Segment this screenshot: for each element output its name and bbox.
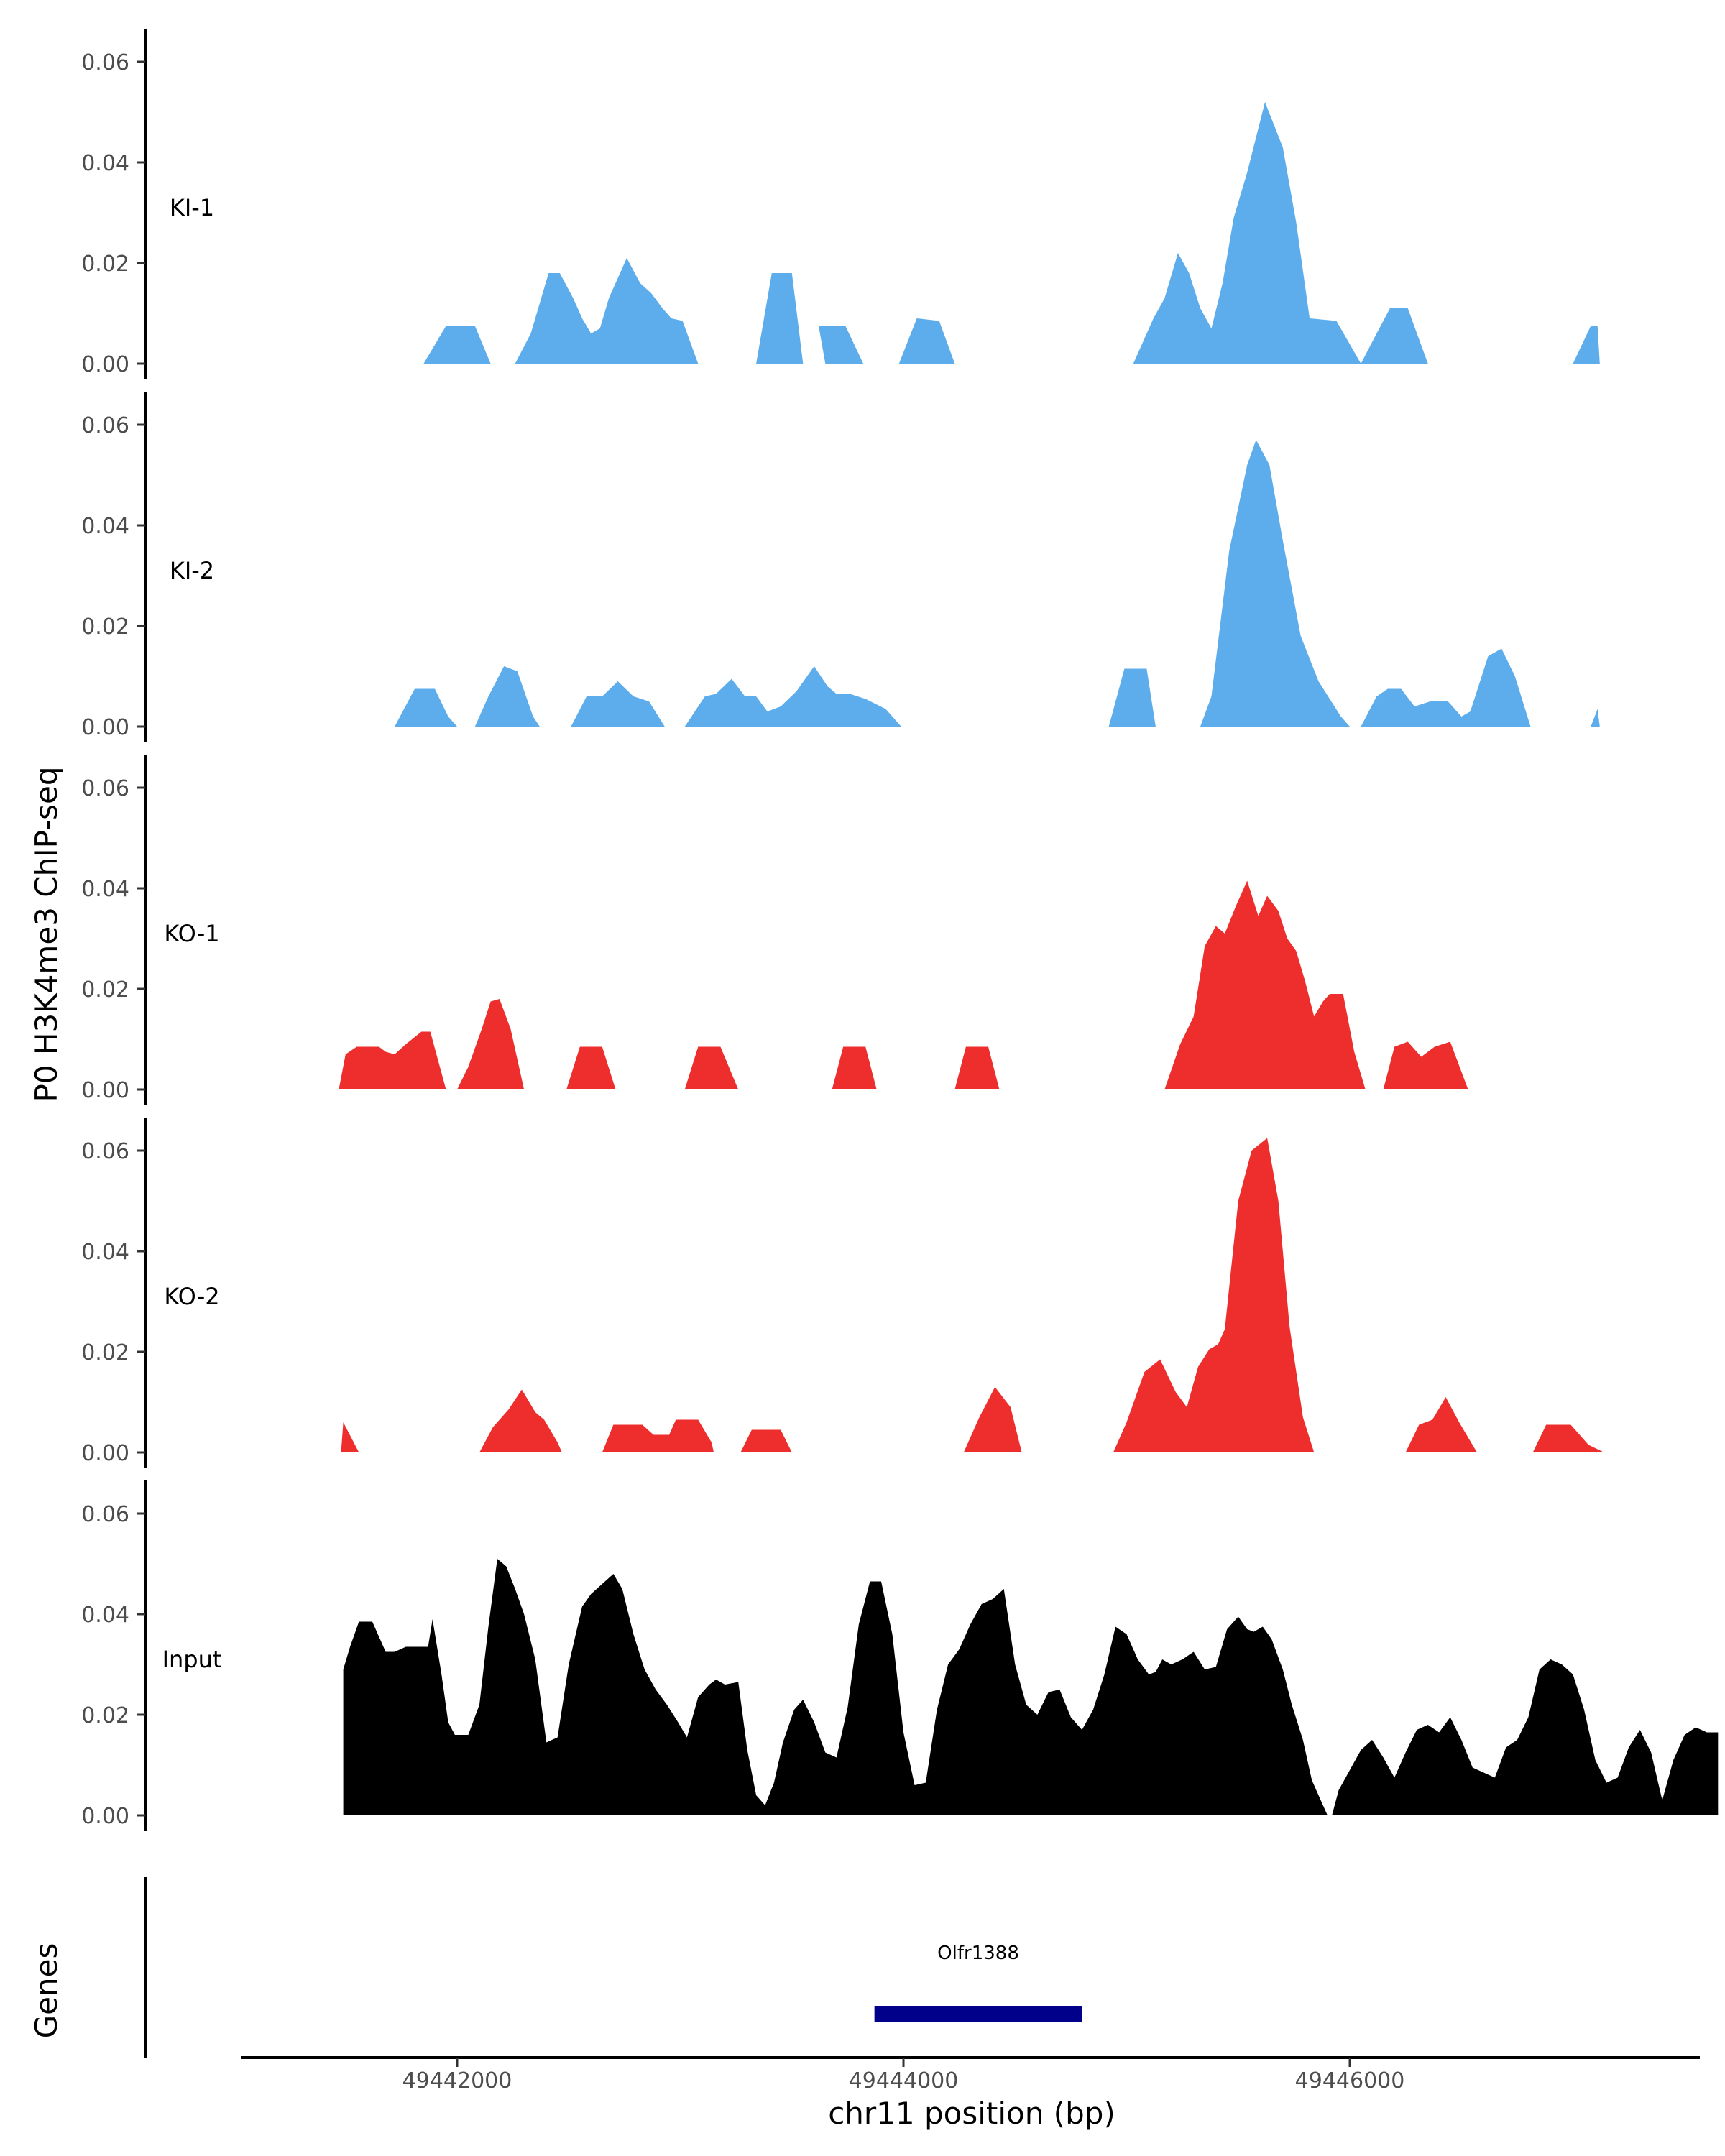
track-ko-2: 0.00 0.02 0.04 0.06 KO-2 <box>81 1118 1604 1468</box>
y-tick-label: 0.06 <box>81 1502 129 1527</box>
y-tick-label: 0.06 <box>81 776 129 801</box>
track-ki-1: 0.00 0.02 0.04 0.06 KI-1 <box>81 29 1600 379</box>
track-ko-1: 0.00 0.02 0.04 0.06 KO-1 <box>81 755 1475 1105</box>
y-tick-label: 0.00 <box>81 715 129 740</box>
y-tick-label: 0.02 <box>81 977 129 1003</box>
track-label-ki-1: KI-1 <box>170 194 214 221</box>
y-tick-label: 0.04 <box>81 877 129 902</box>
gene-body <box>874 2006 1082 2022</box>
track-input: 0.00 0.02 0.04 0.06 Input <box>81 1480 1719 1831</box>
y-tick-label: 0.00 <box>81 1441 129 1466</box>
x-axis-title: chr11 position (bp) <box>828 2096 1116 2131</box>
track-label-input: Input <box>162 1646 222 1673</box>
track-label-ko-1: KO-1 <box>164 920 219 947</box>
y-tick-label: 0.02 <box>81 614 129 640</box>
genes-track-title: Genes <box>29 1943 64 2039</box>
x-tick-label: 49446000 <box>1295 2068 1405 2093</box>
y-tick-label: 0.00 <box>81 1804 129 1829</box>
x-axis: 49442000 49444000 49446000 <box>241 2056 1700 2093</box>
y-tick-label: 0.04 <box>81 1240 129 1265</box>
y-tick-label: 0.04 <box>81 1603 129 1628</box>
coverage-area-ko-1 <box>339 880 1475 1089</box>
strand-arrow-icon <box>1070 2007 1080 2022</box>
x-tick-label: 49442000 <box>402 2068 512 2093</box>
tracks: 0.00 0.02 0.04 0.06 KI-1 0.00 0.02 0.04 0.06 KI-2… <box>81 29 1719 1831</box>
y-tick-label: 0.02 <box>81 1340 129 1365</box>
coverage-area-ko-2 <box>341 1138 1604 1452</box>
y-tick-label: 0.02 <box>81 1703 129 1728</box>
y-tick-label: 0.06 <box>81 50 129 75</box>
coverage-area-input <box>343 1559 1719 1815</box>
coverage-area-ki-1 <box>423 102 1600 364</box>
y-tick-label: 0.04 <box>81 151 129 176</box>
y-tick-label: 0.04 <box>81 514 129 539</box>
track-label-ki-2: KI-2 <box>170 557 214 584</box>
gene-label: Olfr1388 <box>937 1943 1019 1964</box>
y-tick-label: 0.06 <box>81 1139 129 1164</box>
y-tick-label: 0.06 <box>81 413 129 438</box>
y-tick-label: 0.02 <box>81 252 129 277</box>
genes-track: Olfr1388 <box>144 1877 1082 2058</box>
y-tick-label: 0.00 <box>81 1078 129 1103</box>
strand-arrow-icon <box>874 2007 884 2022</box>
track-label-ko-2: KO-2 <box>164 1283 219 1310</box>
track-ki-2: 0.00 0.02 0.04 0.06 KI-2 <box>81 392 1600 742</box>
x-tick-label: 49444000 <box>849 2068 959 2093</box>
coverage-area-ki-2 <box>395 440 1600 727</box>
y-tick-label: 0.00 <box>81 352 129 377</box>
y-axis-title: P0 H3K4me3 ChIP-seq <box>29 766 64 1102</box>
